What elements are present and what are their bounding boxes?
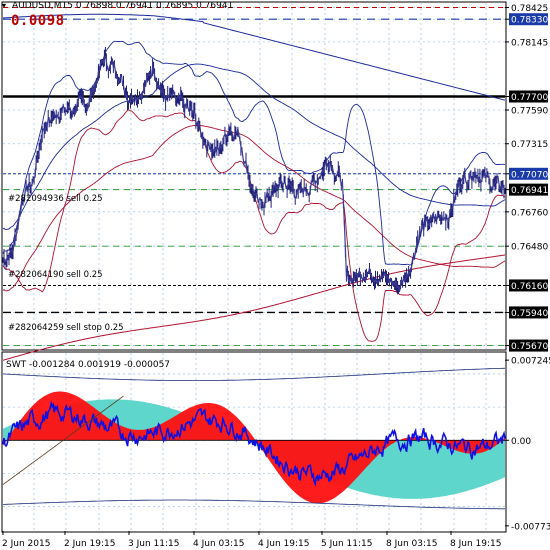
indicator-bands bbox=[2, 13, 506, 361]
price-tick-label: 0.77315 bbox=[511, 140, 548, 150]
price-tick-label: 0.78145 bbox=[511, 38, 548, 48]
price-tag-bg bbox=[509, 183, 548, 196]
price-tick-label: 0.76480 bbox=[511, 243, 548, 253]
chart-ticker: AUDUSD,M15 0.76898 0.76941 0.76895 0.769… bbox=[12, 1, 234, 11]
price-tag-bg bbox=[509, 279, 548, 292]
price-bars bbox=[2, 47, 506, 295]
price-tag: 0.77070 bbox=[511, 170, 548, 180]
upper-band bbox=[2, 40, 506, 266]
price-tick-label: 0.76760 bbox=[511, 208, 548, 218]
price-tag: 0.76941 bbox=[511, 186, 548, 196]
price-tag-bg bbox=[509, 167, 548, 180]
outer-lower-band bbox=[2, 124, 506, 292]
price-tag-bg bbox=[509, 339, 548, 352]
cyan-area bbox=[3, 399, 505, 499]
time-tick-label: 4 Jun 19:15 bbox=[258, 539, 309, 549]
sub-chart-frame bbox=[1, 351, 507, 533]
order-labels: #282094936 sell 0.25 #282064190 sell 0.25… bbox=[8, 194, 124, 333]
time-tick-label: 8 Jun 03:15 bbox=[386, 539, 437, 549]
price-tag: 0.75670 bbox=[511, 342, 548, 352]
upper-envelope bbox=[2, 367, 506, 381]
order-label: #282064190 sell 0.25 bbox=[8, 270, 103, 280]
price-tag-bg bbox=[509, 306, 548, 319]
collapse-icon[interactable]: ▾ bbox=[2, 1, 7, 10]
price-tag-bg bbox=[509, 13, 548, 26]
oscillator-axis: 0.007245 0.00 -0.007733 bbox=[505, 357, 550, 532]
price-line bbox=[2, 55, 506, 291]
price-levels bbox=[3, 7, 505, 347]
time-axis: 2 Jun 2015 2 Jun 19:15 3 Jun 11:15 4 Jun 03… bbox=[2, 531, 501, 549]
price-series bbox=[2, 47, 506, 295]
time-tick-label: 4 Jun 03:15 bbox=[193, 539, 244, 549]
time-tick-label: 2 Jun 2015 bbox=[2, 539, 50, 549]
price-tick-label: 0.78425 bbox=[511, 4, 548, 14]
time-tick-label: 2 Jun 19:15 bbox=[64, 539, 115, 549]
time-tick-label: 3 Jun 11:15 bbox=[128, 539, 179, 549]
osc-tick-label: 0.00 bbox=[511, 437, 531, 447]
osc-tick-label: -0.007733 bbox=[511, 522, 550, 532]
order-label: #282064259 sell stop 0.25 bbox=[8, 323, 124, 333]
price-tag: 0.75940 bbox=[511, 309, 548, 319]
trend-line bbox=[2, 395, 124, 485]
price-tag: 0.78330 bbox=[511, 16, 548, 26]
order-label: #282094936 sell 0.25 bbox=[8, 194, 103, 204]
time-tick-label: 5 Jun 11:15 bbox=[321, 539, 372, 549]
outer-upper-band bbox=[2, 63, 506, 231]
spread-value: 0.0098 bbox=[11, 13, 65, 29]
time-tick-label: 8 Jun 19:15 bbox=[450, 539, 501, 549]
price-tag: 0.77700 bbox=[511, 93, 548, 103]
red-area bbox=[3, 391, 505, 504]
long-ma-red bbox=[2, 254, 506, 361]
main-chart-frame bbox=[1, 1, 507, 351]
price-tag-bg bbox=[509, 90, 548, 103]
price-tick-label: 0.77590 bbox=[511, 107, 548, 117]
oscillator-fill bbox=[2, 367, 506, 510]
lower-envelope bbox=[3, 499, 505, 510]
price-tag: 0.76160 bbox=[511, 282, 548, 292]
osc-tick-label: 0.007245 bbox=[511, 357, 550, 367]
long-ma-blue bbox=[2, 13, 506, 101]
indicator-label: SWT -0.001284 0.001919 -0.000057 bbox=[6, 360, 171, 370]
price-axis: 0.78425 0.78330 0.78145 0.77700 0.77590 0.773… bbox=[505, 4, 548, 352]
